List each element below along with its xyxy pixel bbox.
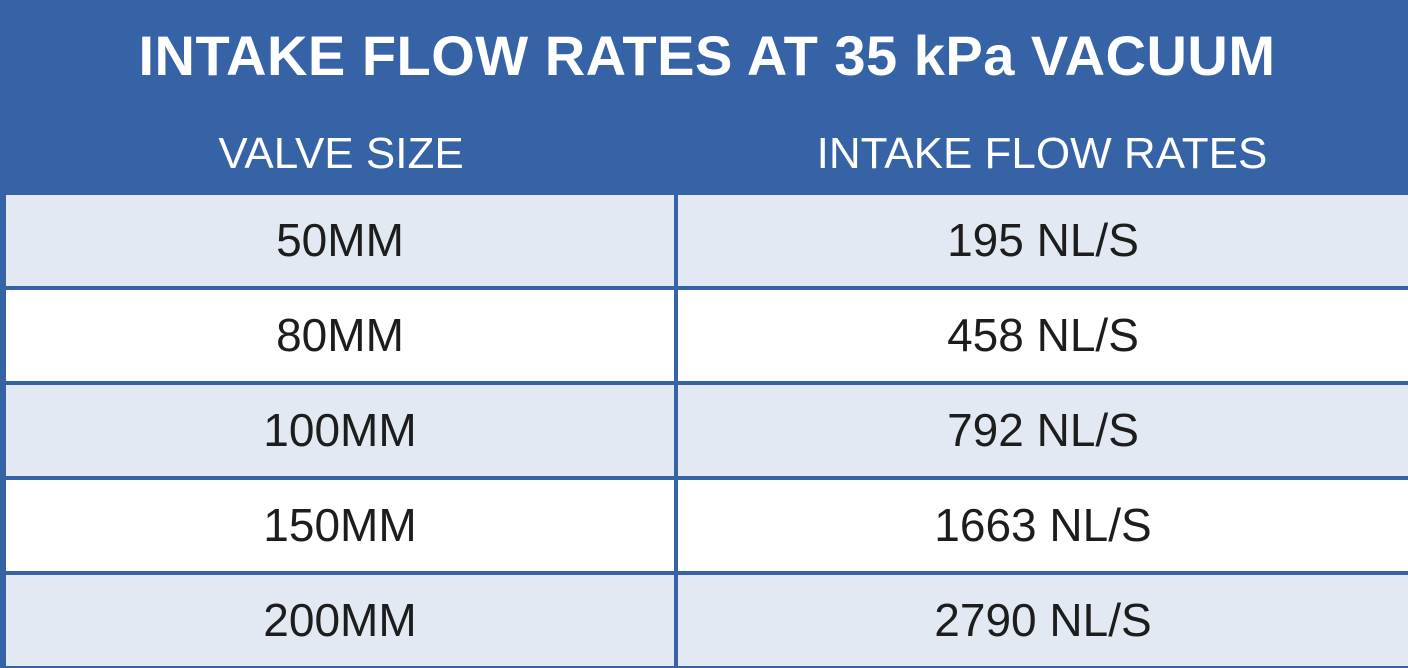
column-header-intake-flow-rates: INTAKE FLOW RATES bbox=[816, 129, 1268, 178]
valve-size-cell: 200MM bbox=[6, 575, 674, 666]
flow-rate-cell: 792 NL/S bbox=[678, 385, 1408, 476]
flow-rate-cell: 1663 NL/S bbox=[678, 480, 1408, 571]
table-body: 50MM 195 NL/S 80MM 458 NL/S 100MM 792 NL… bbox=[6, 195, 1408, 668]
table-row: 200MM 2790 NL/S bbox=[6, 575, 1408, 666]
valve-size-cell: 50MM bbox=[6, 195, 674, 286]
flow-rate-cell: 458 NL/S bbox=[678, 290, 1408, 381]
table-header: INTAKE FLOW RATES AT 35 kPa VACUUM VALVE… bbox=[6, 6, 1408, 195]
flow-rate-cell: 195 NL/S bbox=[678, 195, 1408, 286]
table-title: INTAKE FLOW RATES AT 35 kPa VACUUM bbox=[138, 24, 1276, 87]
table-row: 80MM 458 NL/S bbox=[6, 290, 1408, 381]
column-header-valve-size: VALVE SIZE bbox=[218, 129, 464, 178]
valve-size-cell: 100MM bbox=[6, 385, 674, 476]
valve-size-cell: 80MM bbox=[6, 290, 674, 381]
table-row: 100MM 792 NL/S bbox=[6, 385, 1408, 476]
table-row: 150MM 1663 NL/S bbox=[6, 480, 1408, 571]
table-row: 50MM 195 NL/S bbox=[6, 195, 1408, 286]
flow-rate-cell: 2790 NL/S bbox=[678, 575, 1408, 666]
valve-size-cell: 150MM bbox=[6, 480, 674, 571]
